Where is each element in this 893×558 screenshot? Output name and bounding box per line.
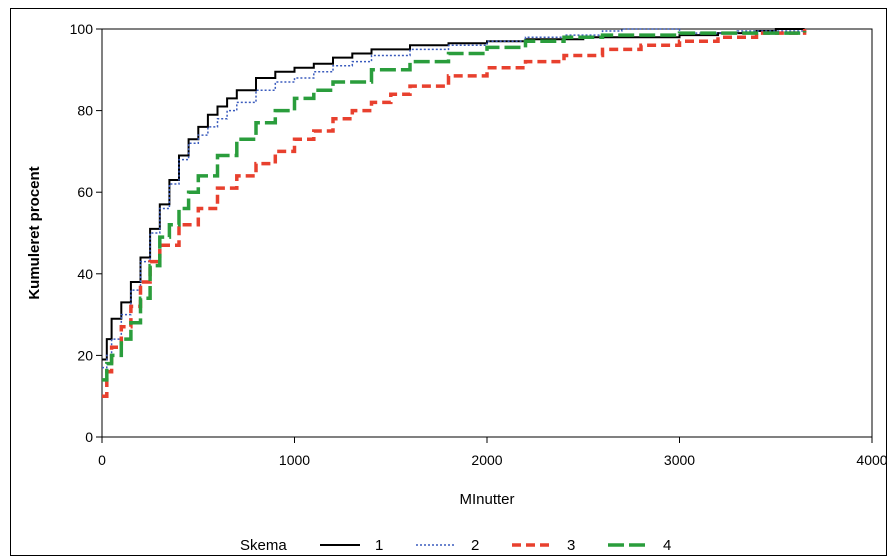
series-layer bbox=[102, 28, 807, 398]
legend-label-2: 2 bbox=[471, 537, 479, 554]
series-line-4 bbox=[102, 31, 807, 382]
legend-label-1: 1 bbox=[375, 537, 383, 554]
x-tick-label: 4000 bbox=[856, 452, 887, 468]
y-tick-label: 20 bbox=[77, 347, 93, 363]
legend-label-4: 4 bbox=[663, 537, 671, 554]
legend-title: Skema bbox=[240, 537, 287, 554]
plot-area-border bbox=[101, 28, 873, 438]
axis-labels: Kumuleret procent MInutter bbox=[26, 166, 515, 508]
legend-label-3: 3 bbox=[567, 537, 575, 554]
y-tick-label: 60 bbox=[77, 184, 93, 200]
series-line-3 bbox=[102, 29, 807, 398]
x-tick-label: 1000 bbox=[279, 452, 310, 468]
x-tick-label: 0 bbox=[98, 452, 106, 468]
series-line-1 bbox=[102, 28, 805, 361]
y-tick-label: 80 bbox=[77, 103, 93, 119]
y-tick-label: 40 bbox=[77, 266, 93, 282]
x-tick-label: 3000 bbox=[664, 452, 695, 468]
y-axis-label: Kumuleret procent bbox=[26, 166, 43, 299]
x-tick-label: 2000 bbox=[471, 452, 502, 468]
series-line-2 bbox=[102, 28, 806, 369]
y-tick-label: 0 bbox=[85, 429, 93, 445]
legend: Skema 1 2 3 4 bbox=[240, 537, 671, 554]
y-tick-label: 100 bbox=[70, 21, 94, 37]
chart-frame bbox=[10, 8, 887, 556]
x-axis-label: MInutter bbox=[459, 491, 514, 508]
